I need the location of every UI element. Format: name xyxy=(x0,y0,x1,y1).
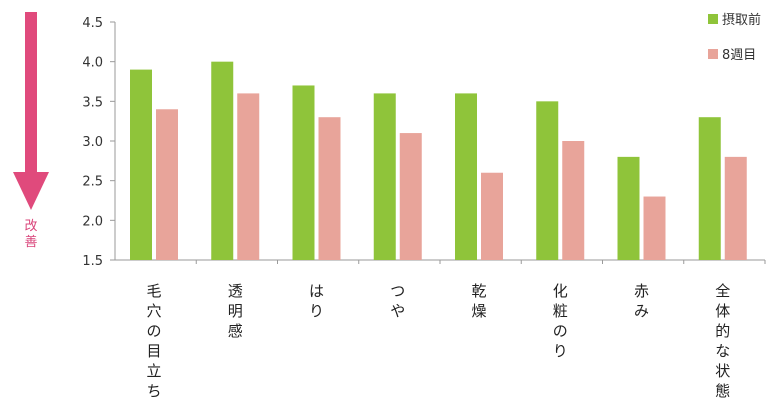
category-label: はり xyxy=(309,282,324,320)
category-label: つや xyxy=(390,282,405,320)
bar-series-2 xyxy=(643,196,666,260)
bar-series-1 xyxy=(373,93,396,261)
bar-series-2 xyxy=(481,172,503,260)
improvement-arrow-head xyxy=(13,172,49,210)
y-tick-label: 4.5 xyxy=(82,16,103,31)
category-label: 化粧のり xyxy=(553,282,568,360)
bar-series-2 xyxy=(724,156,747,260)
legend-label-1: 摂取前 xyxy=(722,12,761,28)
bar-series-1 xyxy=(211,61,234,260)
bar-series-2 xyxy=(318,117,341,260)
bar-series-2 xyxy=(399,133,422,260)
y-tick-label: 3.5 xyxy=(82,95,103,110)
category-label: 乾燥 xyxy=(471,282,486,320)
improvement-arrow-shaft xyxy=(25,12,37,174)
y-tick-label: 1.5 xyxy=(82,254,103,269)
legend-swatch-1 xyxy=(708,14,718,24)
category-label: 毛穴の目立ち xyxy=(146,282,161,400)
bar-series-2 xyxy=(156,109,178,261)
y-tick-label: 2.5 xyxy=(82,175,103,190)
bar-series-1 xyxy=(617,156,640,260)
bar-series-1 xyxy=(536,101,559,260)
bar-series-2 xyxy=(562,141,585,260)
category-label: 全体的な状態 xyxy=(715,282,730,400)
bar-series-2 xyxy=(237,93,260,261)
improvement-label: 改善 xyxy=(24,219,37,250)
category-label: 透明感 xyxy=(228,282,243,340)
legend-swatch-2 xyxy=(708,49,718,59)
bar-series-1 xyxy=(698,117,721,260)
y-tick-label: 3.0 xyxy=(82,135,103,150)
category-label: 赤み xyxy=(634,282,649,320)
bar-series-1 xyxy=(130,69,152,260)
bar-series-1 xyxy=(292,85,315,260)
y-tick-label: 2.0 xyxy=(82,214,103,229)
bar-series-1 xyxy=(455,93,477,261)
legend-label-2: 8週目 xyxy=(722,48,756,63)
y-tick-label: 4.0 xyxy=(82,56,103,71)
